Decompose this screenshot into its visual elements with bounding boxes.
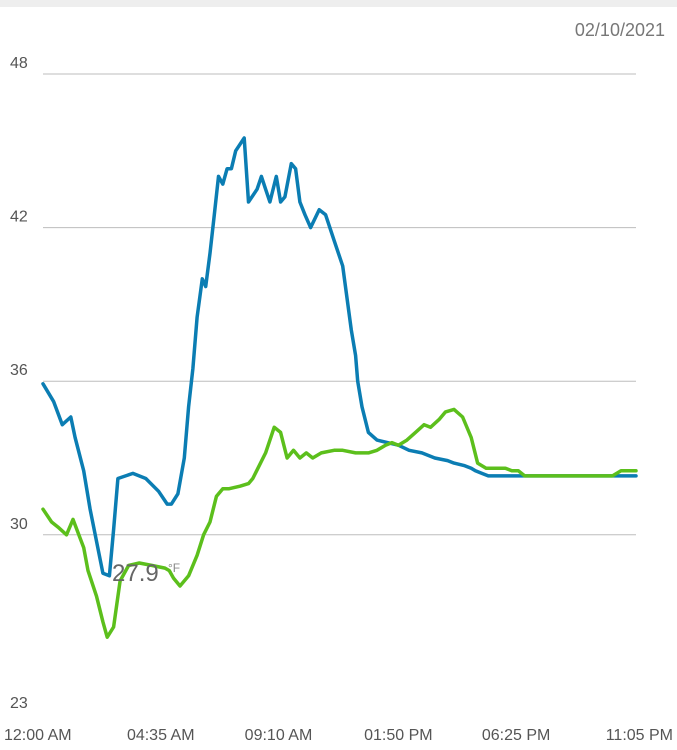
x-tick-label: 12:00 AM [4, 727, 72, 744]
x-axis-ticks: 12:00 AM 04:35 AM 09:10 AM 01:50 PM 06:25 PM… [4, 727, 673, 744]
series-line-0 [41, 136, 638, 578]
y-tick-label: 23 [10, 695, 28, 712]
x-tick-label: 01:50 PM [364, 727, 432, 744]
y-tick-label: 48 [10, 55, 28, 72]
grid-layer [43, 73, 636, 536]
y-tick-label: 36 [10, 362, 28, 379]
series-layer [41, 136, 638, 639]
value-readout: 27.9 °F [112, 560, 180, 587]
x-tick-label: 11:05 PM [606, 727, 673, 744]
readout-value: 27.9 [112, 560, 159, 587]
y-axis-ticks: 23 30 36 42 48 [10, 55, 28, 712]
x-tick-label: 04:35 AM [127, 727, 195, 744]
y-tick-label: 30 [10, 516, 28, 533]
series-line-1 [41, 407, 638, 639]
readout-unit: °F [168, 561, 180, 575]
top-band [0, 0, 677, 7]
x-tick-label: 09:10 AM [245, 727, 313, 744]
x-tick-label: 06:25 PM [482, 727, 550, 744]
chart-date: 02/10/2021 [574, 20, 665, 40]
y-tick-label: 42 [10, 209, 28, 226]
